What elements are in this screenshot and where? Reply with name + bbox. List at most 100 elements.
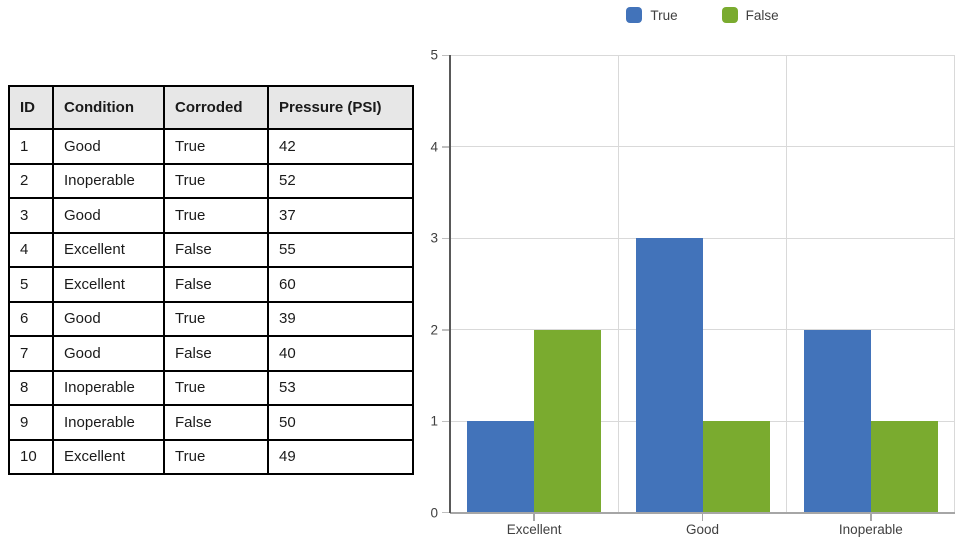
- table-cell: 1: [8, 128, 54, 165]
- table-cell: True: [163, 162, 269, 199]
- legend-swatch-false: [721, 7, 738, 23]
- table-cell: 49: [267, 438, 414, 475]
- gridline-v: [954, 55, 955, 513]
- table-header-cell: Pressure (PSI): [267, 85, 414, 130]
- table-head: ID Condition Corroded Pressure (PSI): [8, 85, 414, 130]
- table-cell: 6: [8, 300, 54, 337]
- table-cell: Good: [52, 128, 165, 165]
- legend-swatch-true: [626, 7, 643, 23]
- table-row: 9 Inoperable False 50: [8, 404, 414, 441]
- table-cell: 8: [8, 369, 54, 406]
- table-cell: 53: [267, 369, 414, 406]
- table-cell: False: [163, 335, 269, 372]
- legend-item: False: [721, 7, 779, 23]
- y-axis-tick: [442, 237, 449, 240]
- table-row: 10 Excellent True 49: [8, 438, 414, 475]
- y-tick-label: 0: [430, 505, 438, 521]
- table-cell: 60: [267, 266, 414, 303]
- table-cell: 37: [267, 197, 414, 234]
- table-cell: False: [163, 404, 269, 441]
- table-cell: Inoperable: [52, 369, 165, 406]
- table-row: 3 Good True 37: [8, 197, 414, 234]
- chart-legend: True False: [450, 6, 955, 24]
- table-cell: 5: [8, 266, 54, 303]
- gridline-h: [450, 55, 955, 56]
- bar-inoperable-false: [870, 421, 938, 513]
- table-cell: 42: [267, 128, 414, 165]
- gridline-h: [450, 146, 955, 148]
- table-cell: 39: [267, 300, 414, 337]
- table-cell: True: [163, 438, 269, 475]
- table-cell: True: [163, 300, 269, 337]
- x-axis-tick: [701, 514, 704, 521]
- x-tick-label: Excellent: [506, 522, 562, 537]
- table-cell: 3: [8, 197, 54, 234]
- bar-chart-plot-area: 0 1 2 3 4 5 Excellent Good Inoperable: [430, 48, 955, 537]
- table-cell: Inoperable: [52, 162, 165, 199]
- table-cell: Excellent: [52, 438, 165, 475]
- y-axis-tick: [442, 511, 449, 513]
- table-row: 4 Excellent False 55: [8, 231, 414, 268]
- legend-label: True: [650, 7, 678, 23]
- table-cell: Good: [52, 335, 165, 372]
- table-body: 1 Good True 42 2 Inoperable True 52 3 Good True 37 4…: [8, 128, 414, 475]
- gridline-h: [450, 329, 955, 331]
- x-tick-label: Good: [685, 522, 720, 537]
- table-header-cell: ID: [8, 85, 54, 130]
- table-cell: 52: [267, 162, 414, 199]
- bar-good-false: [702, 421, 770, 513]
- legend-item: True: [626, 7, 678, 23]
- y-axis-tick: [442, 329, 449, 331]
- y-tick-label: 1: [430, 413, 438, 429]
- bar-inoperable-true: [803, 329, 871, 513]
- table-cell: Good: [52, 300, 165, 337]
- y-axis-tick: [442, 420, 449, 423]
- table-cell: 7: [8, 335, 54, 372]
- table-cell: Excellent: [52, 266, 165, 303]
- table-cell: 10: [8, 438, 54, 475]
- table-header-cell: Condition: [52, 85, 165, 130]
- table-cell: 2: [8, 162, 54, 199]
- gridline-h: [450, 420, 955, 422]
- table-row: 7 Good False 40: [8, 335, 414, 372]
- table-row: 8 Inoperable True 53: [8, 369, 414, 406]
- x-axis-line: [450, 512, 955, 514]
- y-axis-tick: [442, 54, 449, 56]
- x-axis-tick: [533, 514, 535, 521]
- y-axis-tick: [442, 146, 449, 148]
- gridline-v: [617, 55, 619, 513]
- table-cell: Excellent: [52, 231, 165, 268]
- gridline-v: [786, 55, 788, 513]
- table-cell: Inoperable: [52, 404, 165, 441]
- data-table: ID Condition Corroded Pressure (PSI) 1 Good T…: [8, 85, 414, 475]
- table-cell: Good: [52, 197, 165, 234]
- table-row: 1 Good True 42: [8, 128, 414, 165]
- legend-label: False: [745, 7, 779, 23]
- y-axis-line: [449, 55, 451, 513]
- bar-excellent-false: [534, 329, 602, 513]
- table-cell: False: [163, 231, 269, 268]
- table-header-cell: Corroded: [163, 85, 269, 130]
- table-cell: False: [163, 266, 269, 303]
- table-cell: 9: [8, 404, 54, 441]
- bar-excellent-true: [467, 421, 535, 513]
- table-row: 2 Inoperable True 52: [8, 162, 414, 199]
- table-header-row: ID Condition Corroded Pressure (PSI): [8, 85, 414, 130]
- table-cell: 50: [267, 404, 414, 441]
- table-cell: 55: [267, 231, 414, 268]
- bar-good-true: [635, 238, 703, 513]
- gridline-h: [450, 237, 955, 239]
- table-row: 6 Good True 39: [8, 300, 414, 337]
- table-cell: 40: [267, 335, 414, 372]
- x-axis-tick: [870, 514, 872, 521]
- y-tick-label: 4: [430, 139, 438, 155]
- y-tick-label: 3: [430, 230, 438, 246]
- table-row: 5 Excellent False 60: [8, 266, 414, 303]
- y-tick-label: 2: [430, 322, 438, 338]
- table-cell: True: [163, 197, 269, 234]
- table-cell: True: [163, 128, 269, 165]
- x-tick-label: Inoperable: [838, 522, 903, 537]
- table-cell: 4: [8, 231, 54, 268]
- y-tick-label: 5: [430, 47, 438, 63]
